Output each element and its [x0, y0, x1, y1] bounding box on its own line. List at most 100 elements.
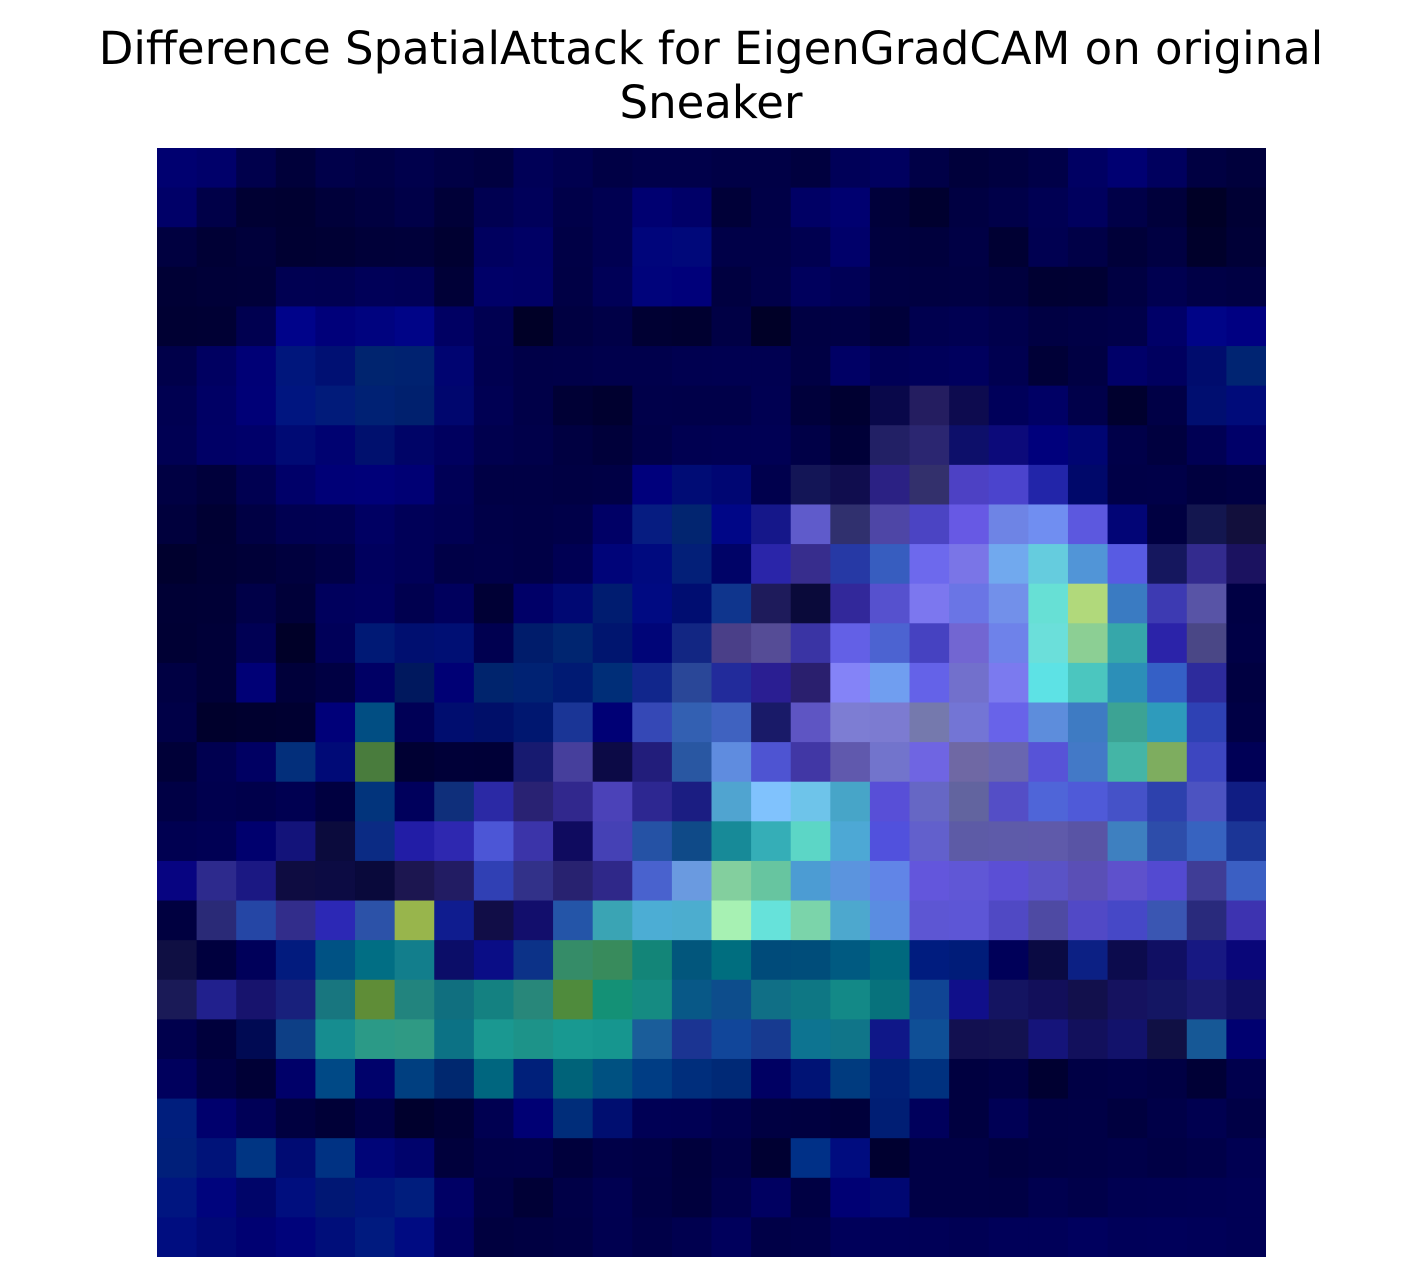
heatmap-cell-r1-c8	[473, 187, 515, 228]
heatmap-cell-r8-c15	[751, 464, 792, 506]
heatmap-cell-r23-c13	[671, 1058, 713, 1100]
heatmap-cell-r13-c15	[751, 662, 792, 704]
heatmap-cell-r4-c8	[473, 306, 515, 347]
heatmap-cell-r4-c7	[434, 306, 475, 347]
heatmap-cell-r16-c16	[790, 781, 831, 822]
heatmap-cell-r27-c26	[1186, 1217, 1227, 1257]
heatmap-cell-r20-c13	[671, 940, 713, 981]
heatmap-cell-r10-c23	[1067, 544, 1109, 585]
heatmap-cell-r17-c21	[988, 821, 1029, 862]
heatmap-cell-r10-c20	[949, 544, 990, 585]
heatmap-cell-r2-c19	[909, 227, 950, 268]
heatmap-cell-r12-c10	[553, 623, 594, 664]
heatmap-cell-r18-c25	[1147, 860, 1188, 902]
heatmap-cell-r14-c21	[988, 702, 1029, 743]
heatmap-cell-r6-c4	[315, 385, 356, 426]
heatmap-cell-r20-c11	[592, 940, 633, 981]
heatmap-cell-r15-c25	[1147, 742, 1188, 783]
chart-title: Difference SpatialAttack for EigenGradCA…	[0, 22, 1422, 130]
heatmap-cell-r26-c24	[1107, 1177, 1148, 1218]
heatmap-cell-r17-c23	[1067, 821, 1109, 862]
heatmap-cell-r14-c27	[1226, 702, 1266, 743]
heatmap-cell-r12-c12	[632, 623, 673, 664]
heatmap-cell-r25-c19	[909, 1138, 950, 1179]
heatmap-cell-r0-c10	[553, 148, 594, 189]
heatmap-cell-r7-c5	[355, 425, 396, 466]
heatmap-cell-r3-c10	[553, 266, 594, 308]
heatmap-cell-r15-c9	[513, 742, 554, 783]
heatmap-cell-r23-c24	[1107, 1058, 1148, 1100]
heatmap-cell-r27-c20	[949, 1217, 990, 1257]
heatmap-cell-r27-c11	[592, 1217, 633, 1257]
heatmap-cell-r21-c12	[632, 979, 673, 1020]
heatmap-cell-r14-c20	[949, 702, 990, 743]
heatmap-cell-r5-c21	[988, 346, 1029, 387]
heatmap-cell-r12-c14	[711, 623, 752, 664]
heatmap-cell-r21-c7	[434, 979, 475, 1020]
heatmap-image	[157, 148, 1266, 1257]
heatmap-cell-r17-c4	[315, 821, 356, 862]
heatmap-cell-r9-c6	[394, 504, 435, 545]
heatmap-cell-r1-c0	[157, 187, 198, 228]
heatmap-cell-r8-c17	[830, 464, 871, 506]
heatmap-cell-r25-c8	[473, 1138, 515, 1179]
heatmap-cell-r23-c1	[196, 1058, 237, 1100]
heatmap-cell-r21-c24	[1107, 979, 1148, 1020]
heatmap-cell-r10-c17	[830, 544, 871, 585]
heatmap-cell-r5-c20	[949, 346, 990, 387]
heatmap-cell-r12-c23	[1067, 623, 1109, 664]
heatmap-cell-r21-c16	[790, 979, 831, 1020]
heatmap-cell-r20-c16	[790, 940, 831, 981]
heatmap-cell-r17-c8	[473, 821, 515, 862]
heatmap-cell-r6-c0	[157, 385, 198, 426]
heatmap-cell-r4-c23	[1067, 306, 1109, 347]
heatmap-cell-r4-c1	[196, 306, 237, 347]
heatmap-cell-r13-c22	[1028, 662, 1069, 704]
heatmap-cell-r23-c18	[869, 1058, 911, 1100]
heatmap-cell-r16-c15	[751, 781, 792, 822]
heatmap-cell-r21-c18	[869, 979, 911, 1020]
heatmap-cell-r15-c3	[275, 742, 317, 783]
heatmap-cell-r11-c5	[355, 583, 396, 624]
heatmap-cell-r9-c20	[949, 504, 990, 545]
heatmap-cell-r21-c1	[196, 979, 237, 1020]
heatmap-cell-r27-c15	[751, 1217, 792, 1257]
heatmap-cell-r18-c23	[1067, 860, 1109, 902]
heatmap-cell-r12-c17	[830, 623, 871, 664]
heatmap-cell-r5-c26	[1186, 346, 1227, 387]
heatmap-cell-r11-c17	[830, 583, 871, 624]
heatmap-cell-r24-c25	[1147, 1098, 1188, 1139]
heatmap-cell-r15-c4	[315, 742, 356, 783]
heatmap-cell-r25-c3	[275, 1138, 317, 1179]
heatmap-cell-r24-c6	[394, 1098, 435, 1139]
heatmap-cell-r27-c13	[671, 1217, 713, 1257]
heatmap-cell-r6-c27	[1226, 385, 1266, 426]
heatmap-cell-r26-c0	[157, 1177, 198, 1218]
heatmap-cell-r3-c18	[869, 266, 911, 308]
heatmap-cell-r20-c5	[355, 940, 396, 981]
heatmap-cell-r18-c12	[632, 860, 673, 902]
heatmap-cell-r6-c1	[196, 385, 237, 426]
heatmap-cell-r24-c13	[671, 1098, 713, 1139]
heatmap-cell-r11-c12	[632, 583, 673, 624]
heatmap-cell-r24-c12	[632, 1098, 673, 1139]
heatmap-cell-r22-c27	[1226, 1019, 1266, 1060]
heatmap-cell-r11-c0	[157, 583, 198, 624]
heatmap-cell-r10-c19	[909, 544, 950, 585]
heatmap-cell-r23-c22	[1028, 1058, 1069, 1100]
heatmap-cell-r25-c0	[157, 1138, 198, 1179]
heatmap-cell-r17-c14	[711, 821, 752, 862]
heatmap-cell-r25-c24	[1107, 1138, 1148, 1179]
heatmap-cell-r1-c26	[1186, 187, 1227, 228]
heatmap-cell-r9-c12	[632, 504, 673, 545]
heatmap-cell-r22-c6	[394, 1019, 435, 1060]
heatmap-cell-r4-c16	[790, 306, 831, 347]
heatmap-cell-r15-c8	[473, 742, 515, 783]
heatmap-cell-r16-c5	[355, 781, 396, 822]
heatmap-cell-r23-c9	[513, 1058, 554, 1100]
heatmap-cell-r3-c5	[355, 266, 396, 308]
heatmap-cell-r15-c19	[909, 742, 950, 783]
heatmap-cell-r8-c16	[790, 464, 831, 506]
heatmap-cell-r12-c16	[790, 623, 831, 664]
heatmap-cell-r12-c27	[1226, 623, 1266, 664]
